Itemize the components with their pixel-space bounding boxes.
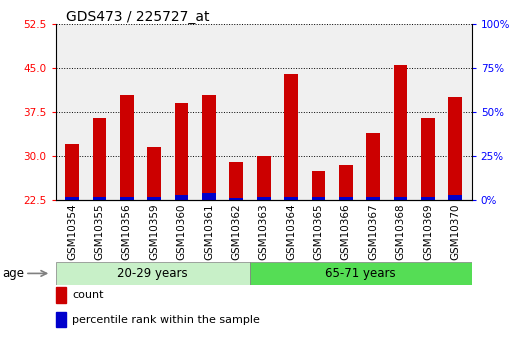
Bar	[56, 312, 66, 327]
Bar	[394, 65, 408, 200]
Bar	[93, 118, 107, 200]
Text: GSM10365: GSM10365	[313, 203, 323, 260]
Text: GSM10360: GSM10360	[176, 203, 187, 260]
Bar	[65, 197, 79, 200]
Bar	[229, 162, 243, 200]
Bar	[366, 197, 380, 200]
Text: GSM10369: GSM10369	[423, 203, 433, 260]
Bar	[175, 104, 188, 200]
Bar	[56, 262, 250, 285]
Bar	[312, 171, 325, 200]
Bar	[229, 198, 243, 200]
Text: GSM10354: GSM10354	[67, 203, 77, 260]
Text: 20-29 years: 20-29 years	[118, 267, 188, 280]
Bar	[257, 197, 270, 200]
Text: percentile rank within the sample: percentile rank within the sample	[72, 315, 260, 325]
Text: GSM10364: GSM10364	[286, 203, 296, 260]
Bar	[339, 197, 352, 200]
Bar	[448, 98, 462, 200]
Text: GSM10359: GSM10359	[149, 203, 159, 260]
Bar	[257, 156, 270, 200]
Bar	[339, 165, 352, 200]
Text: GSM10361: GSM10361	[204, 203, 214, 260]
Text: GSM10363: GSM10363	[259, 203, 269, 260]
Bar	[250, 262, 472, 285]
Bar	[284, 197, 298, 200]
Text: GSM10355: GSM10355	[94, 203, 104, 260]
Text: count: count	[72, 290, 104, 300]
Bar	[93, 197, 107, 200]
Bar	[175, 195, 188, 200]
Text: GSM10370: GSM10370	[450, 203, 460, 260]
Bar	[56, 287, 66, 303]
Bar	[65, 144, 79, 200]
Text: GSM10356: GSM10356	[122, 203, 132, 260]
Bar	[284, 74, 298, 200]
Text: GSM10368: GSM10368	[395, 203, 405, 260]
Text: GSM10367: GSM10367	[368, 203, 378, 260]
Bar	[202, 95, 216, 200]
Bar	[147, 197, 161, 200]
Text: GSM10362: GSM10362	[231, 203, 241, 260]
Text: GSM10366: GSM10366	[341, 203, 351, 260]
Text: GDS473 / 225727_at: GDS473 / 225727_at	[66, 10, 210, 24]
Bar	[366, 133, 380, 200]
Bar	[421, 118, 435, 200]
Bar	[202, 193, 216, 200]
Text: age: age	[3, 267, 25, 280]
Bar	[147, 147, 161, 200]
Bar	[421, 197, 435, 200]
Bar	[312, 197, 325, 200]
Bar	[448, 195, 462, 200]
Bar	[120, 197, 134, 200]
Text: 65-71 years: 65-71 years	[325, 267, 396, 280]
Bar	[120, 95, 134, 200]
Bar	[394, 197, 408, 200]
